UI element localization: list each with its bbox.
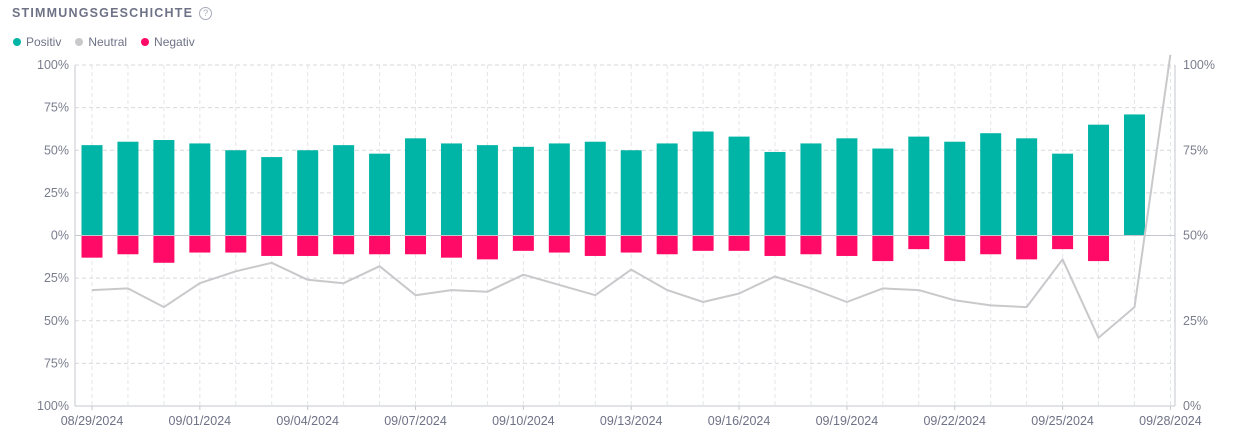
x-axis-tick-label: 09/25/2024	[1031, 414, 1094, 428]
right-axis-tick-label: 0%	[1183, 399, 1201, 413]
bar-negativ	[117, 235, 139, 255]
bar-positiv	[369, 153, 391, 236]
bar-negativ	[908, 235, 930, 250]
bar-positiv	[836, 138, 858, 236]
left-axis-tick-label: 0%	[51, 229, 69, 243]
bar-negativ	[836, 235, 858, 256]
chart-header: STIMMUNGSGESCHICHTE ?	[12, 6, 213, 20]
x-axis-tick-label: 09/01/2024	[169, 414, 232, 428]
bar-positiv	[548, 143, 570, 236]
bar-negativ	[1088, 235, 1110, 262]
bar-positiv	[800, 143, 822, 236]
legend-item-negativ[interactable]: Negativ	[141, 35, 195, 49]
bar-positiv	[584, 141, 606, 236]
legend-dot-negativ	[141, 38, 150, 46]
bar-negativ	[944, 235, 966, 262]
legend-label-neutral: Neutral	[88, 35, 128, 49]
bar-positiv	[980, 133, 1002, 236]
x-axis-tick-label: 09/13/2024	[600, 414, 663, 428]
bar-negativ	[800, 235, 822, 255]
bar-negativ	[620, 235, 642, 253]
bar-positiv	[1016, 138, 1038, 236]
bar-positiv	[692, 131, 714, 236]
bar-positiv	[153, 140, 175, 236]
bar-positiv	[476, 145, 498, 236]
left-axis-tick-label: 50%	[44, 143, 69, 157]
bar-negativ	[548, 235, 570, 253]
left-axis-tick-label: 50%	[44, 314, 69, 328]
bar-positiv	[189, 143, 211, 236]
legend-label-negativ: Negativ	[154, 35, 195, 49]
bar-negativ	[440, 235, 462, 258]
bar-negativ	[333, 235, 355, 255]
bar-negativ	[1052, 235, 1074, 250]
bar-positiv	[261, 157, 283, 236]
bar-negativ	[297, 235, 319, 256]
bar-negativ	[980, 235, 1002, 255]
bar-negativ	[872, 235, 894, 262]
x-axis-tick-label: 09/07/2024	[384, 414, 447, 428]
bar-negativ	[189, 235, 211, 253]
legend-dot-positiv	[13, 38, 21, 46]
legend-item-positiv[interactable]: Positiv	[13, 35, 61, 49]
legend-label-positiv: Positiv	[26, 35, 62, 49]
bar-negativ	[764, 235, 786, 256]
right-axis-tick-label: 75%	[1183, 143, 1208, 157]
x-axis-tick-label: 09/16/2024	[708, 414, 771, 428]
bar-positiv	[656, 143, 678, 236]
bar-negativ	[225, 235, 247, 253]
line-neutral	[91, 54, 1172, 339]
bar-negativ	[476, 235, 498, 260]
left-axis-tick-label: 75%	[44, 101, 69, 115]
bar-positiv	[1123, 114, 1145, 236]
right-axis-tick-label: 100%	[1183, 58, 1215, 72]
bar-positiv	[225, 150, 247, 236]
bar-positiv	[620, 150, 642, 236]
x-axis-tick-label: 09/28/2024	[1139, 414, 1202, 428]
left-axis-tick-label: 100%	[37, 399, 69, 413]
bar-positiv	[440, 143, 462, 236]
right-axis-tick-label: 50%	[1183, 229, 1208, 243]
chart-title: STIMMUNGSGESCHICHTE	[12, 6, 194, 20]
legend-item-neutral[interactable]: Neutral	[75, 35, 127, 49]
bar-positiv	[1052, 153, 1074, 236]
x-axis-tick-label: 09/22/2024	[923, 414, 986, 428]
bar-negativ	[405, 235, 427, 255]
bar-negativ	[81, 235, 103, 258]
left-axis-tick-label: 25%	[44, 186, 69, 200]
bar-negativ	[656, 235, 678, 255]
bar-positiv	[405, 138, 427, 236]
left-axis-tick-label: 100%	[37, 58, 69, 72]
bar-negativ	[1016, 235, 1038, 260]
bar-positiv	[764, 151, 786, 236]
bar-negativ	[692, 235, 714, 251]
legend: Positiv Neutral Negativ	[13, 35, 195, 49]
x-axis-tick-label: 09/10/2024	[492, 414, 555, 428]
x-axis-tick-label: 08/29/2024	[61, 414, 124, 428]
question-circle-icon[interactable]: ?	[199, 6, 213, 20]
bar-positiv	[944, 141, 966, 236]
right-axis-tick-label: 25%	[1183, 314, 1208, 328]
x-axis-tick-label: 09/19/2024	[816, 414, 879, 428]
x-axis-tick-label: 09/04/2024	[276, 414, 339, 428]
bar-negativ	[512, 235, 534, 251]
bar-positiv	[728, 136, 750, 236]
bar-negativ	[369, 235, 391, 255]
bar-positiv	[872, 148, 894, 236]
left-axis-tick-label: 75%	[44, 356, 69, 370]
bar-negativ	[153, 235, 175, 263]
bar-negativ	[584, 235, 606, 256]
bar-positiv	[1088, 124, 1110, 236]
bar-negativ	[261, 235, 283, 256]
bar-positiv	[297, 150, 319, 236]
bar-positiv	[512, 146, 534, 236]
left-axis-tick-label: 25%	[44, 271, 69, 285]
bar-positiv	[908, 136, 930, 236]
bar-positiv	[81, 145, 103, 236]
bar-positiv	[117, 141, 139, 236]
bar-positiv	[333, 145, 355, 236]
bar-negativ	[728, 235, 750, 251]
legend-dot-neutral	[75, 38, 84, 46]
